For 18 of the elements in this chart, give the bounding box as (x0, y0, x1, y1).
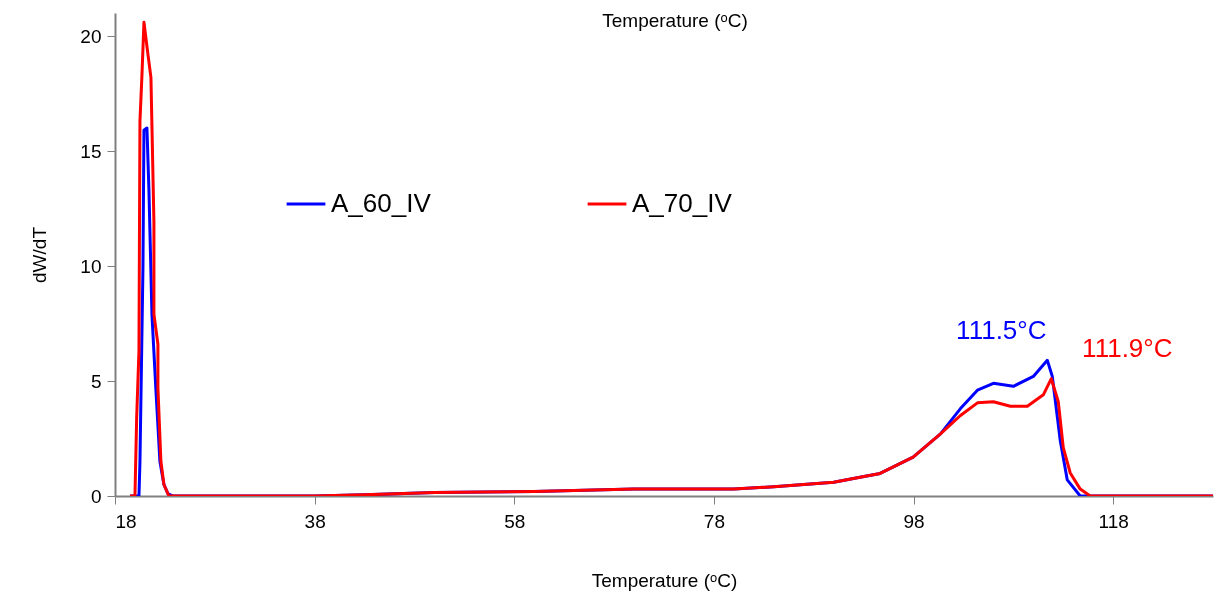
legend-label: A_70_IV (632, 188, 733, 218)
y-tick-label: 20 (80, 25, 102, 47)
x-tick-label: 58 (504, 510, 526, 532)
y-tick-label: 5 (90, 370, 102, 392)
y-tick-label: 10 (80, 255, 102, 277)
x-tick-label: 78 (703, 510, 725, 532)
x-tick-label: 38 (304, 510, 326, 532)
annotation: 111.9°C (1082, 332, 1173, 363)
legend-label: A_60_IV (331, 188, 432, 218)
x-tick-label: 18 (115, 510, 137, 532)
y-tick-label: 15 (80, 140, 102, 162)
y-axis-title: dW/dT (29, 226, 51, 283)
x-tick-label: 118 (1098, 510, 1129, 532)
x-axis-title: Temperature (ᵒC) (591, 569, 738, 591)
x-tick-label: 98 (903, 510, 925, 532)
annotation: 111.5°C (956, 315, 1047, 346)
annotation: Temperature (ᵒC) (602, 10, 748, 31)
y-tick-label: 0 (90, 485, 102, 507)
